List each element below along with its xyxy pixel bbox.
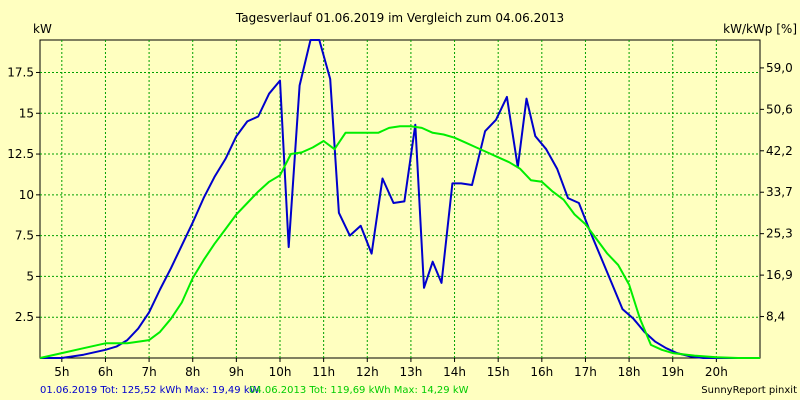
x-tick-label: 6h xyxy=(98,365,113,379)
x-tick-label: 5h xyxy=(54,365,69,379)
x-tick-label: 18h xyxy=(618,365,641,379)
y-tick-label: 17.5 xyxy=(7,65,34,79)
y-tick-label: 7.5 xyxy=(15,229,34,243)
y2-tick-label: 25,3 xyxy=(766,227,793,241)
y-tick-label: 2.5 xyxy=(15,310,34,324)
y-tick-label: 10 xyxy=(19,188,34,202)
x-axis: 5h 6h 7h 8h 9h 10h 11h 12h 13h 14h 15h 16h 17h 18h 19h… xyxy=(54,358,728,379)
chart-title: Tagesverlauf 01.06.2019 im Vergleich zum… xyxy=(235,11,564,25)
x-tick-label: 13h xyxy=(399,365,422,379)
y-axis-label-left: kW xyxy=(33,22,52,36)
x-tick-label: 14h xyxy=(443,365,466,379)
y-axis-label-right: kW/kWp [%] xyxy=(723,22,797,36)
x-tick-label: 7h xyxy=(141,365,156,379)
y2-tick-label: 33,7 xyxy=(766,185,793,199)
y-axis-right: 8,4 16,9 25,3 33,7 42,2 50,6 59,0 xyxy=(760,61,793,324)
x-tick-label: 11h xyxy=(312,365,335,379)
legend-entry-2013: 04.06.2013 Tot: 119,69 kWh Max: 14,29 kW xyxy=(249,385,469,396)
x-tick-label: 9h xyxy=(229,365,244,379)
y2-tick-label: 8,4 xyxy=(766,310,785,324)
grid xyxy=(40,40,760,358)
legend-entry-2019: 01.06.2019 Tot: 125,52 kWh Max: 19,49 kW xyxy=(40,385,260,396)
y-tick-label: 5 xyxy=(26,269,34,283)
x-tick-label: 19h xyxy=(661,365,684,379)
y-tick-label: 12.5 xyxy=(7,147,34,161)
y2-tick-label: 42,2 xyxy=(766,144,793,158)
y2-tick-label: 50,6 xyxy=(766,102,793,116)
x-tick-label: 15h xyxy=(487,365,510,379)
x-tick-label: 20h xyxy=(705,365,728,379)
y-axis-left: 2.5 5 7.5 10 12.5 15 17.5 xyxy=(7,65,40,324)
x-tick-label: 12h xyxy=(356,365,379,379)
x-tick-label: 17h xyxy=(574,365,597,379)
series-layer xyxy=(39,39,760,359)
plot-area xyxy=(39,39,761,359)
x-tick-label: 10h xyxy=(269,365,292,379)
series-line-2013 xyxy=(39,125,760,359)
y-tick-label: 15 xyxy=(19,106,34,120)
y2-tick-label: 59,0 xyxy=(766,61,793,75)
y2-tick-label: 16,9 xyxy=(766,268,793,282)
x-tick-label: 16h xyxy=(530,365,553,379)
credit-text: SunnyReport pinxit xyxy=(701,385,797,396)
x-tick-label: 8h xyxy=(185,365,200,379)
series-line-2019 xyxy=(40,39,760,359)
